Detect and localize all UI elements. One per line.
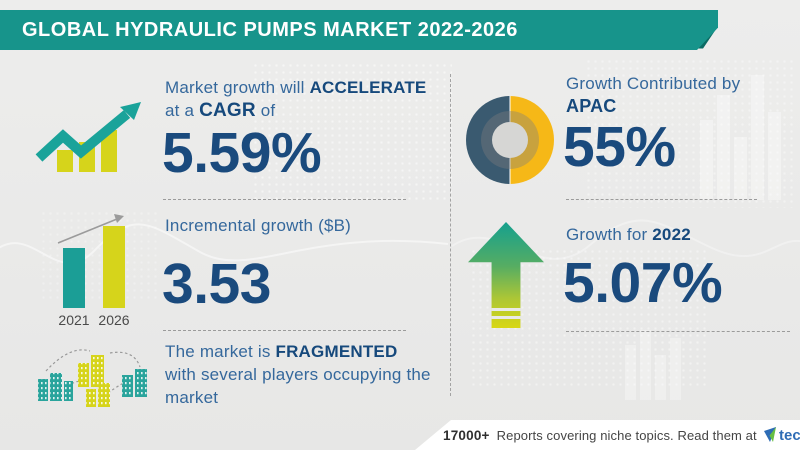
report-count: 17000+ xyxy=(443,427,490,443)
fragmented-caption-rest: with several players occupying the marke… xyxy=(165,365,431,407)
growth-2022-year: 2022 xyxy=(652,225,691,244)
section-divider xyxy=(163,199,406,200)
arrow-stripe xyxy=(490,307,522,311)
cagr-caption-accelerate: ACCELERATE xyxy=(309,78,427,97)
bar-year-2026: 2026 xyxy=(98,312,129,328)
year-comparison-bars-icon: 2021 2026 xyxy=(57,214,130,328)
growth-2022-value: 5.07% xyxy=(563,251,723,315)
cagr-caption-text2: at a xyxy=(165,101,200,120)
footer-note: Reports covering niche topics. Read them… xyxy=(496,427,757,443)
growth-2022-caption: Growth for 2022 xyxy=(566,223,691,246)
cagr-caption-text3: of xyxy=(255,101,276,120)
growth-trend-chart-icon xyxy=(35,102,141,172)
fragmented-caption-bold: FRAGMENTED xyxy=(275,342,398,361)
brand-tech: tech xyxy=(779,427,800,444)
section-divider xyxy=(566,331,790,332)
technavio-logo-mark xyxy=(763,427,776,442)
apac-caption: Growth Contributed by APAC xyxy=(566,72,740,118)
growth-2022-text: Growth for xyxy=(566,225,653,244)
title-banner: GLOBAL HYDRAULIC PUMPS MARKET 2022-2026 xyxy=(0,10,718,50)
cagr-caption-cagr: CAGR xyxy=(199,100,256,121)
incremental-growth-value: 3.53 xyxy=(162,252,271,316)
column-divider xyxy=(450,74,451,396)
apac-region: APAC xyxy=(566,96,617,116)
cagr-caption-text: Market growth will xyxy=(165,78,310,97)
section-divider xyxy=(566,199,757,200)
incremental-growth-caption: Incremental growth ($B) xyxy=(165,216,352,235)
arrow-stripe xyxy=(490,316,522,320)
svg-text:technavio: technavio xyxy=(779,427,800,444)
fragmented-caption-pre: The market is xyxy=(165,342,276,361)
bar-year-2021: 2021 xyxy=(58,312,89,328)
footer-bar: 17000+ Reports covering niche topics. Re… xyxy=(415,420,800,450)
cagr-value: 5.59% xyxy=(162,121,322,185)
fragmented-market-buildings-icon xyxy=(38,349,147,407)
up-arrow-icon xyxy=(468,222,544,328)
cagr-caption: Market growth will ACCELERATE at a CAGR … xyxy=(165,76,426,122)
technavio-logo: technavio xyxy=(763,427,800,444)
apac-share-value: 55% xyxy=(563,115,676,179)
section-divider xyxy=(163,330,406,331)
apac-caption-text: Growth Contributed by xyxy=(566,74,741,93)
page-title: GLOBAL HYDRAULIC PUMPS MARKET 2022-2026 xyxy=(22,18,518,41)
apac-donut-chart-icon xyxy=(466,96,554,184)
fragmented-caption: The market is FRAGMENTED with several pl… xyxy=(165,340,477,409)
